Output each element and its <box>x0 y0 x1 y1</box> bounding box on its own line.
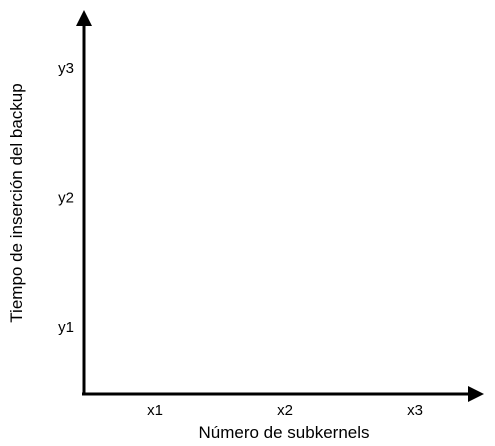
y-tick-labels: y1 y2 y3 <box>58 60 74 336</box>
y-tick-label: y3 <box>58 60 74 77</box>
x-axis-arrow <box>468 386 484 402</box>
x-tick-labels: x1 x2 x3 <box>147 402 423 419</box>
x-tick-label: x2 <box>277 402 293 419</box>
y-axis-title: Tiempo de inserción del backup <box>7 83 26 322</box>
x-tick-label: x1 <box>147 402 163 419</box>
x-tick-label: x3 <box>407 402 423 419</box>
y-axis-arrow <box>76 10 92 26</box>
y-tick-label: y1 <box>58 319 74 336</box>
y-tick-label: y2 <box>58 190 74 207</box>
x-axis-title: Número de subkernels <box>198 423 369 442</box>
